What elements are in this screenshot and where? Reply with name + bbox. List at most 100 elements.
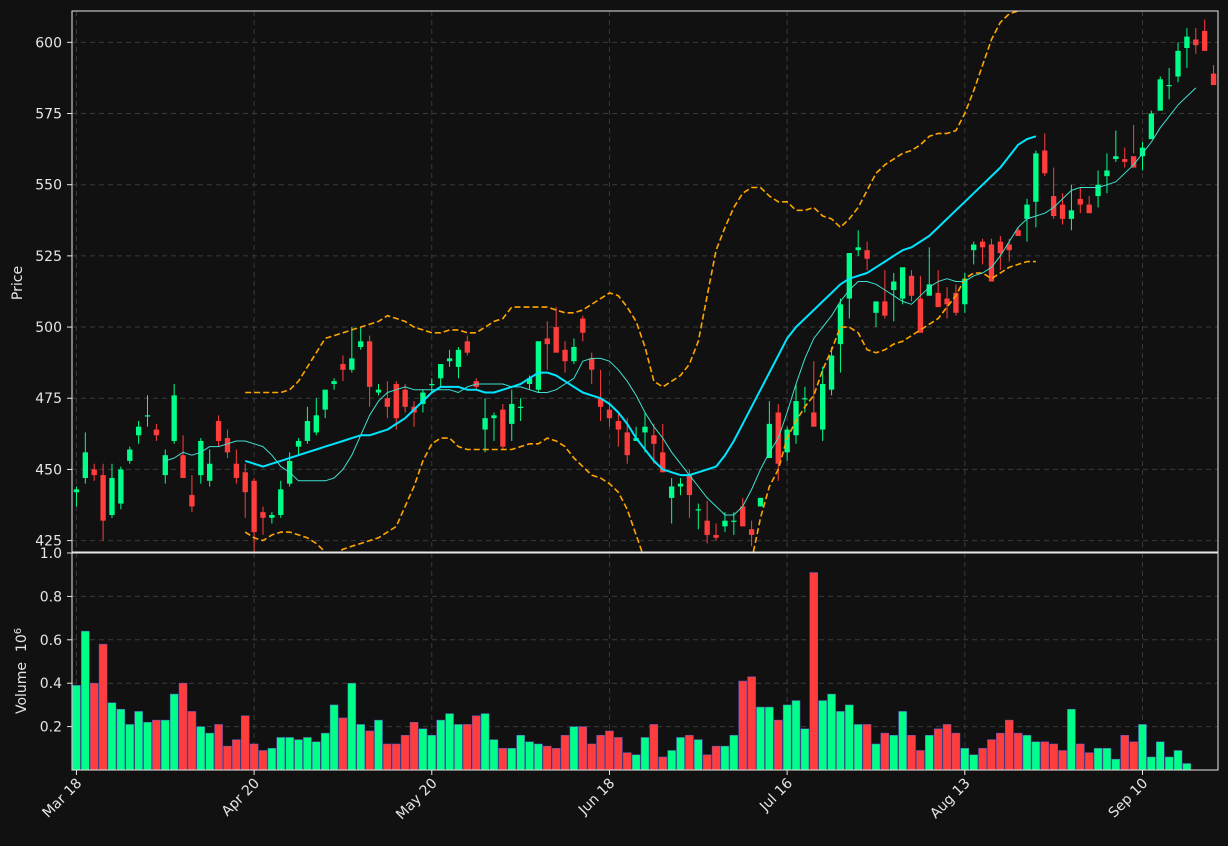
volume-bar <box>116 708 126 771</box>
candle-body <box>971 244 977 251</box>
volume-bar <box>969 754 978 771</box>
volume-bar <box>845 704 854 771</box>
candle-body <box>438 364 444 379</box>
volume-bar <box>445 713 454 771</box>
volume-bar <box>463 724 472 771</box>
candle-body <box>269 514 275 518</box>
volume-bar <box>258 750 268 771</box>
volume-bar <box>702 754 712 771</box>
volume-bar <box>960 748 970 771</box>
candle-body <box>908 275 915 296</box>
candle-body <box>1024 204 1030 219</box>
volume-bar <box>560 735 570 771</box>
price-axis-label: Price <box>10 266 26 300</box>
candle-body <box>1139 147 1146 157</box>
volume-bar <box>392 743 401 771</box>
volume-bar <box>676 737 685 771</box>
volume-bar <box>711 745 721 771</box>
candle-body <box>82 452 88 478</box>
candle-body <box>295 440 302 447</box>
price-y-tick-label: 550 <box>35 178 62 194</box>
candle-body <box>517 406 524 408</box>
volume-bar <box>205 732 214 771</box>
volume-y-tick-label: 0.4 <box>40 676 62 692</box>
price-panel-frame <box>71 10 1219 553</box>
candle-body <box>953 292 959 313</box>
volume-bar <box>898 711 907 771</box>
candle-body <box>802 398 808 400</box>
volume-bar <box>791 700 801 771</box>
volume-bar <box>996 732 1005 771</box>
volume-bar <box>836 711 845 771</box>
volume-bar <box>267 748 277 771</box>
candle-body <box>713 534 719 538</box>
volume-bar <box>196 726 206 771</box>
volume-bar <box>809 572 819 771</box>
volume-bar <box>1022 735 1032 771</box>
volume-bar <box>134 711 143 771</box>
volume-panel-frame <box>71 552 1219 771</box>
volume-bar <box>498 748 508 771</box>
candle-body <box>127 449 133 461</box>
candle-body <box>1210 73 1217 86</box>
candle-body <box>153 429 160 436</box>
price-y-tick-label: 575 <box>35 107 62 123</box>
sma-fast-line <box>165 87 1197 516</box>
volume-bar <box>800 728 810 771</box>
price-y-tick-label: 525 <box>35 249 62 265</box>
candle-body <box>828 355 835 390</box>
candle-body <box>793 401 799 436</box>
volume-bar <box>276 737 286 771</box>
candle-body <box>455 349 462 367</box>
volume-bar <box>383 743 392 771</box>
candle-body <box>233 463 240 478</box>
volume-bar <box>1093 748 1103 771</box>
volume-bar <box>640 737 650 771</box>
candle-body <box>1184 36 1190 49</box>
volume-bar <box>614 737 623 771</box>
volume-bar <box>303 737 312 771</box>
volume-bar <box>1067 708 1076 771</box>
bollinger-lower-line <box>244 260 1036 552</box>
candle-body <box>322 389 328 410</box>
candle-body <box>597 398 604 407</box>
volume-bar <box>774 719 783 771</box>
candle-body <box>1050 196 1057 217</box>
candle-body <box>615 421 622 430</box>
candle-body <box>278 489 284 515</box>
volume-bar <box>169 693 179 771</box>
volume-bar <box>294 739 303 771</box>
candle-body <box>340 364 346 370</box>
volume-bar <box>765 706 774 771</box>
volume-bar <box>347 682 357 771</box>
volume-bar <box>1058 750 1067 771</box>
bollinger-upper-line <box>245 11 1019 394</box>
volume-bar <box>569 726 579 771</box>
volume-bar <box>978 748 987 771</box>
candle-body <box>1104 170 1110 177</box>
volume-bar <box>578 726 588 771</box>
candle-body <box>766 423 773 459</box>
volume-bar <box>356 724 365 771</box>
candle-body <box>224 438 231 453</box>
volume-bar <box>1138 724 1147 771</box>
volume-bar <box>916 750 925 771</box>
volume-bar <box>631 754 641 771</box>
candle-body <box>135 426 142 436</box>
candle-body <box>660 452 666 473</box>
candle-body <box>1086 204 1092 214</box>
candle-body <box>535 341 542 390</box>
volume-bar <box>480 713 490 771</box>
volume-bar <box>232 739 241 771</box>
volume-bar <box>72 685 81 771</box>
candle-body <box>1095 184 1101 197</box>
candle-body <box>420 392 426 404</box>
candle-body <box>1148 113 1155 140</box>
volume-bar <box>720 745 730 771</box>
volume-axis-unit-exponent: 6 <box>13 628 24 634</box>
candle-body <box>606 409 613 419</box>
volume-bar <box>1129 741 1138 771</box>
candle-body <box>73 489 80 493</box>
candle-body <box>589 358 595 370</box>
volume-bar <box>951 732 961 771</box>
